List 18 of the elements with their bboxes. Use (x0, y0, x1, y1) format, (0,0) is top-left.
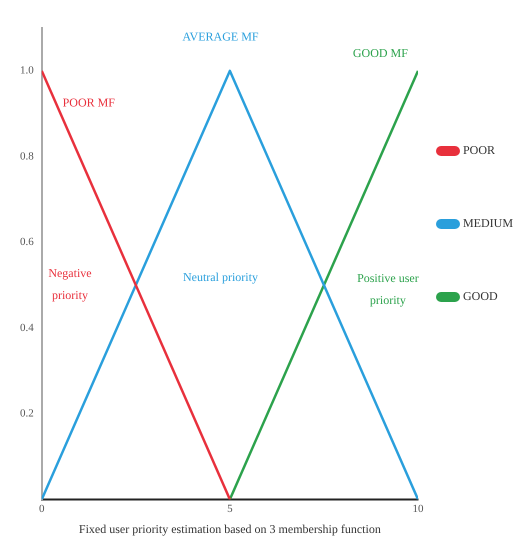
y-tick-label: 0.4 (20, 322, 34, 334)
annotation: Positive user priority (357, 270, 419, 307)
annotation: Neutral priority (182, 270, 258, 284)
x-tick-label: 0 (39, 502, 45, 515)
y-tick-label: 1.0 (20, 64, 34, 77)
y-tick-label: 0.8 (20, 150, 34, 162)
legend-label: POOR (463, 143, 496, 158)
annotation: Negative priority (48, 266, 92, 302)
y-tick-label: 0.2 (20, 408, 34, 420)
annotation: POOR MF (62, 96, 116, 110)
x-tick-label: 10 (412, 502, 424, 515)
annotation: AVERAGE MF (182, 30, 259, 44)
legend-label: GOOD (463, 289, 498, 304)
legend-label: MEDIUM (463, 216, 513, 231)
x-axis-title: Fixed user priority estimation based on 3 membership function (78, 522, 381, 536)
y-tick-label: 0.6 (20, 236, 34, 248)
annotation: GOOD MF (352, 46, 408, 60)
x-tick-label: 5 (227, 502, 234, 515)
